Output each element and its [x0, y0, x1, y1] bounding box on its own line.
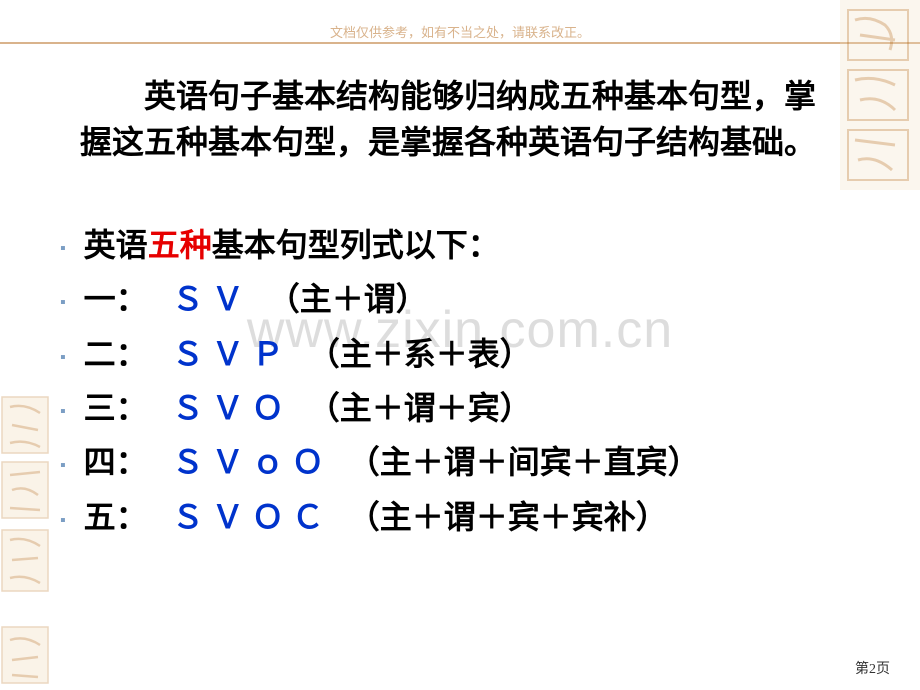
- top-border: [0, 42, 920, 44]
- pattern-row-2: ▪ 二： Ｓ Ｖ Ｐ （主＋系＋表）: [60, 327, 870, 381]
- row-num: 三：: [84, 390, 148, 426]
- title-red: 五种: [148, 227, 212, 263]
- row-desc: （主＋谓）: [268, 281, 428, 317]
- content: 英语句子基本结构能够归纳成五种基本句型，掌握这五种基本句型，是掌握各种英语句子结…: [50, 73, 870, 544]
- decorative-seal-left-1: [0, 395, 50, 455]
- title-suffix: 基本句型列式以下：: [212, 227, 500, 263]
- row-num: 五：: [84, 499, 148, 535]
- decorative-seal-left-4: [0, 625, 50, 685]
- bullet-icon: ▪: [60, 344, 66, 371]
- intro-paragraph: 英语句子基本结构能够归纳成五种基本句型，掌握这五种基本句型，是掌握各种英语句子结…: [50, 73, 870, 166]
- decorative-seal-left-2: [0, 460, 50, 520]
- pattern-row-5: ▪ 五： Ｓ Ｖ Ｏ Ｃ （主＋谓＋宾＋宾补）: [60, 490, 870, 544]
- row-num: 一：: [84, 281, 148, 317]
- intro-text: 英语句子基本结构能够归纳成五种基本句型，掌握这五种基本句型，是掌握各种英语句子结…: [80, 78, 816, 160]
- bullet-icon: ▪: [60, 452, 66, 479]
- slide: 文档仅供参考，如有不当之处，请联系改正。 www.zixin.com.cn 英语…: [0, 0, 920, 690]
- bullet-icon: ▪: [60, 289, 66, 316]
- decorative-seal-left-3: [0, 528, 50, 593]
- bullet-icon: ▪: [60, 235, 66, 262]
- row-num: 四：: [84, 444, 148, 480]
- row-desc: （主＋谓＋宾＋宾补）: [348, 499, 668, 535]
- bullet-icon: ▪: [60, 398, 66, 425]
- row-num: 二：: [84, 336, 148, 372]
- row-desc: （主＋谓＋间宾＋直宾）: [348, 444, 700, 480]
- row-desc: （主＋系＋表）: [308, 336, 532, 372]
- row-pattern: Ｓ Ｖ ｏ Ｏ: [172, 444, 324, 480]
- pattern-row-3: ▪ 三： Ｓ Ｖ Ｏ （主＋谓＋宾）: [60, 381, 870, 435]
- bullet-icon: ▪: [60, 507, 66, 534]
- row-pattern: Ｓ Ｖ: [172, 281, 244, 317]
- row-pattern: Ｓ Ｖ Ｐ: [172, 336, 284, 372]
- list-title: ▪ 英语五种基本句型列式以下：: [60, 218, 870, 272]
- row-desc: （主＋谓＋宾）: [308, 390, 532, 426]
- title-prefix: 英语: [84, 227, 148, 263]
- page-number: 第2页: [855, 658, 890, 678]
- pattern-list: ▪ 英语五种基本句型列式以下： ▪ 一： Ｓ Ｖ （主＋谓） ▪ 二：: [50, 218, 870, 544]
- pattern-row-1: ▪ 一： Ｓ Ｖ （主＋谓）: [60, 272, 870, 326]
- row-pattern: Ｓ Ｖ Ｏ: [172, 390, 284, 426]
- pattern-row-4: ▪ 四： Ｓ Ｖ ｏ Ｏ （主＋谓＋间宾＋直宾）: [60, 435, 870, 489]
- header-note: 文档仅供参考，如有不当之处，请联系改正。: [0, 22, 920, 41]
- row-pattern: Ｓ Ｖ Ｏ Ｃ: [172, 499, 324, 535]
